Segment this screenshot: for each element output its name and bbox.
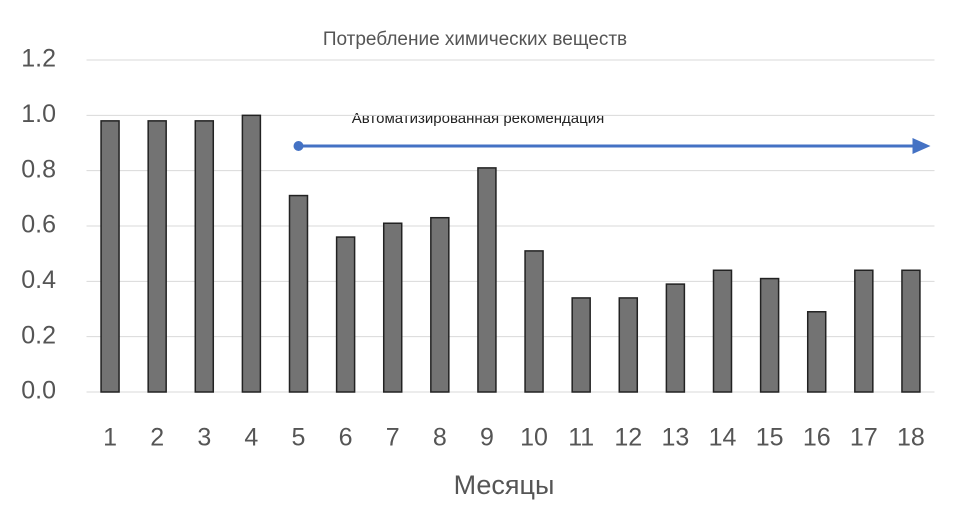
bar [901, 269, 921, 393]
bar [147, 120, 167, 393]
y-tick-label: 1.0 [21, 100, 56, 128]
bar [618, 297, 639, 393]
x-tick-label: 17 [850, 424, 878, 452]
x-tick-label: 4 [244, 424, 258, 452]
bar [382, 222, 403, 393]
bar [524, 250, 544, 393]
bar [854, 269, 874, 393]
x-tick-label: 6 [339, 424, 353, 452]
x-tick-label: 2 [150, 424, 164, 452]
annotation-arrow-start [293, 141, 304, 151]
bar [194, 120, 215, 393]
x-tick-label: 11 [568, 424, 594, 452]
x-tick-label: 9 [480, 424, 494, 452]
x-tick-label: 1 [103, 424, 117, 452]
x-tick-label: 3 [197, 424, 211, 452]
y-tick-label: 0.0 [21, 377, 56, 405]
x-tick-label: 18 [897, 424, 925, 452]
x-tick-label: 12 [614, 424, 642, 452]
bar [288, 194, 309, 393]
bar [430, 216, 450, 393]
bar [712, 269, 733, 393]
bar [806, 311, 827, 393]
x-tick-label: 13 [661, 424, 689, 452]
annotation-text: Автоматизированная рекомендация [352, 110, 604, 127]
x-axis-label: Месяцы [454, 470, 555, 500]
x-tick-label: 7 [386, 424, 400, 452]
chart-title: Потребление химических веществ [323, 29, 627, 50]
x-tick-label: 8 [433, 424, 447, 452]
bar [759, 277, 780, 393]
y-tick-label: 1.2 [21, 45, 56, 73]
y-tick-label: 0.6 [21, 211, 56, 239]
bar [477, 167, 497, 393]
bar [571, 297, 591, 393]
bar [335, 236, 356, 393]
x-tick-label: 14 [709, 424, 737, 452]
bar [100, 120, 120, 393]
bar [665, 283, 686, 393]
x-tick-label: 5 [292, 424, 306, 452]
x-tick-label: 15 [756, 424, 784, 452]
bar [241, 114, 262, 393]
y-tick-label: 0.2 [21, 321, 56, 349]
annotation-arrow-head [912, 138, 931, 154]
x-tick-label: 16 [803, 424, 831, 452]
y-tick-label: 0.4 [21, 266, 56, 294]
x-tick-label: 10 [520, 424, 548, 452]
y-tick-label: 0.8 [21, 155, 56, 183]
